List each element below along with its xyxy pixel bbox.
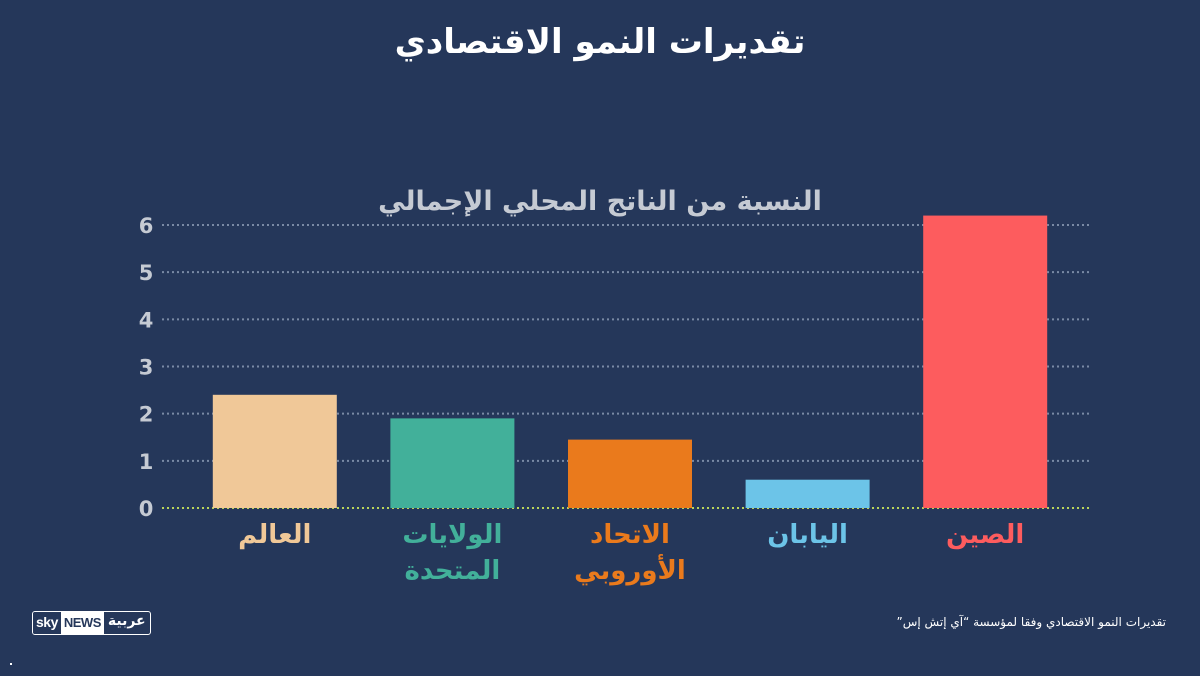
x-category-label: العالم: [238, 520, 311, 550]
x-category-label: الاتحاد: [590, 520, 670, 550]
y-tick-label: 2: [139, 403, 154, 427]
logo-arabic: عربية: [107, 613, 146, 629]
x-axis-labels: العالم الولايات المتحدة الاتحاد الأوروبي اليا…: [238, 520, 1024, 586]
bar: [923, 215, 1048, 509]
sky-news-arabia-logo: sky NEWS عربية: [32, 611, 151, 635]
corner-dot: [10, 663, 12, 665]
y-axis-ticks: 0 1 2 3 4 5 6: [139, 214, 154, 521]
bars: [212, 215, 1048, 509]
bar: [390, 418, 515, 508]
logo-news: NEWS: [60, 612, 104, 634]
chart-title: تقديرات النمو الاقتصادي: [394, 22, 806, 62]
x-category-label: اليابان: [767, 520, 848, 550]
bar: [745, 479, 870, 508]
x-category-label: الولايات: [402, 520, 502, 550]
x-category-label: الأوروبي: [574, 554, 686, 586]
source-note: تقديرات النمو الاقتصادي وفقا لمؤسسة “آي …: [896, 615, 1166, 629]
y-tick-label: 5: [139, 261, 154, 285]
chart-subtitle: النسبة من الناتج المحلي الإجمالي: [378, 186, 822, 217]
x-category-label: الصين: [946, 520, 1024, 550]
y-tick-label: 1: [139, 450, 154, 474]
bar: [212, 394, 337, 508]
logo-sky: sky: [33, 612, 61, 634]
y-tick-label: 3: [139, 356, 154, 380]
y-tick-label: 6: [139, 214, 154, 238]
x-category-label: المتحدة: [404, 556, 500, 586]
y-tick-label: 4: [139, 308, 154, 332]
y-tick-label: 0: [139, 497, 154, 521]
bar: [568, 439, 692, 508]
